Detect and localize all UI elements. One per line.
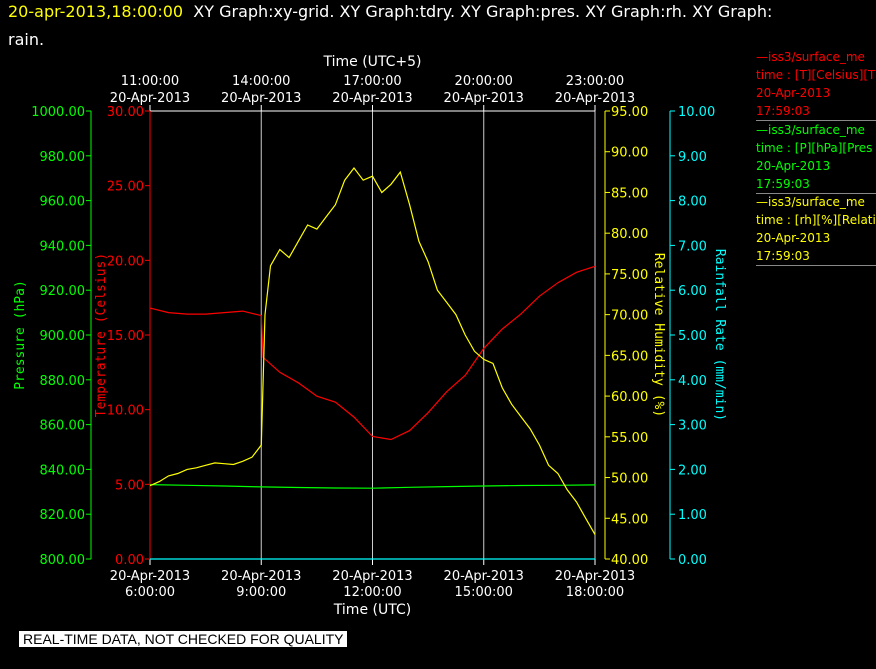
legend-series-date: 20-Apr-2013 — [756, 231, 831, 245]
pressure-tick-label: 920.00 — [40, 284, 86, 299]
x2-tick-label-time: 17:00:00 — [343, 74, 401, 89]
rain-tick-label: 7.00 — [678, 239, 707, 254]
humidity-tick-label: 50.00 — [611, 472, 648, 487]
chart-title-continuation: rain. — [8, 30, 45, 49]
title-date: 20-apr-2013,18:00:00 — [8, 2, 184, 21]
pressure-tick-label: 980.00 — [40, 150, 86, 165]
legend-entry-pressure[interactable]: —iss3/surface_me time : [P][hPa][Pres 20… — [756, 121, 876, 194]
humidity-series-line — [149, 167, 596, 535]
legend-series-var: time : [rh][%][Relati — [756, 213, 876, 227]
humidity-tick-label: 60.00 — [611, 390, 648, 405]
x-tick-label-time: 6:00:00 — [125, 585, 175, 600]
x2-tick-label-date: 20-Apr-2013 — [444, 91, 524, 106]
pressure-tick-label: 1000.00 — [31, 105, 85, 120]
temperature-tick-label: 20.00 — [107, 254, 144, 269]
humidity-tick-label: 65.00 — [611, 349, 648, 364]
legend-series-var: time : [P][hPa][Pres — [756, 141, 873, 155]
x-tick-label-date: 20-Apr-2013 — [221, 569, 301, 584]
legend-series-time: 17:59:03 — [756, 177, 810, 191]
x-tick-label-time: 18:00:00 — [566, 585, 624, 600]
pressure-axis-title: Pressure (hPa) — [13, 280, 28, 390]
legend-entry-temperature[interactable]: —iss3/surface_me time : [T][Celsius][T 2… — [756, 48, 876, 121]
pressure-tick-label: 880.00 — [40, 374, 86, 389]
rain-tick-label: 3.00 — [678, 419, 707, 434]
legend-series-name: —iss3/surface_me — [756, 50, 865, 64]
rain-tick-label: 6.00 — [678, 284, 707, 299]
x-tick-label-time: 9:00:00 — [236, 585, 286, 600]
rain-tick-label: 1.00 — [678, 508, 707, 523]
x2-tick-label-time: 23:00:00 — [566, 74, 624, 89]
rain-tick-label: 8.00 — [678, 195, 707, 210]
pressure-tick-label: 820.00 — [40, 508, 86, 523]
temperature-tick-label: 30.00 — [107, 105, 144, 120]
humidity-tick-label: 70.00 — [611, 309, 648, 324]
legend-series-date: 20-Apr-2013 — [756, 86, 831, 100]
pressure-tick-label: 840.00 — [40, 463, 86, 478]
temperature-tick-label: 10.00 — [107, 404, 144, 419]
x2-tick-label-date: 20-Apr-2013 — [555, 91, 635, 106]
pressure-tick-label: 860.00 — [40, 419, 86, 434]
pressure-series-line — [149, 484, 596, 489]
rain-axis-title: Rainfall Rate (mm/min) — [712, 249, 727, 421]
temperature-series-line — [149, 265, 596, 441]
x-tick-label-time: 15:00:00 — [455, 585, 513, 600]
rain-tick-label: 10.00 — [678, 105, 715, 120]
x2-tick-label-time: 20:00:00 — [455, 74, 513, 89]
pressure-tick-label: 900.00 — [40, 329, 86, 344]
humidity-tick-label: 45.00 — [611, 512, 648, 527]
humidity-tick-label: 40.00 — [611, 553, 648, 568]
x2-tick-label-time: 14:00:00 — [232, 74, 290, 89]
legend-divider — [756, 193, 876, 194]
temperature-tick-label: 5.00 — [115, 478, 144, 493]
pressure-tick-label: 940.00 — [40, 239, 86, 254]
legend-entry-humidity[interactable]: —iss3/surface_me time : [rh][%][Relati 2… — [756, 193, 876, 266]
x-tick-label-date: 20-Apr-2013 — [110, 569, 190, 584]
x2-tick-label-date: 20-Apr-2013 — [221, 91, 301, 106]
title-graph-list: XY Graph:xy-grid. XY Graph:tdry. XY Grap… — [193, 2, 773, 21]
x-tick-label-date: 20-Apr-2013 — [555, 569, 635, 584]
legend-series-name: —iss3/surface_me — [756, 123, 865, 137]
x2-tick-label-time: 11:00:00 — [121, 74, 179, 89]
humidity-axis-title: Relative Humidity (%) — [651, 253, 666, 417]
x-tick-label-date: 20-Apr-2013 — [332, 569, 412, 584]
x-tick-label-time: 12:00:00 — [343, 585, 401, 600]
legend-divider — [756, 265, 876, 266]
legend-series-var: time : [T][Celsius][T — [756, 68, 876, 82]
x-axis-title: Time (UTC) — [333, 602, 411, 618]
humidity-tick-label: 95.00 — [611, 105, 648, 120]
x2-tick-label-date: 20-Apr-2013 — [332, 91, 412, 106]
rain-tick-label: 5.00 — [678, 329, 707, 344]
legend-series-date: 20-Apr-2013 — [756, 159, 831, 173]
humidity-tick-label: 90.00 — [611, 146, 648, 161]
x2-axis-title: Time (UTC+5) — [322, 54, 421, 70]
legend-series-time: 17:59:03 — [756, 249, 810, 263]
pressure-tick-label: 800.00 — [40, 553, 86, 568]
legend-series-time: 17:59:03 — [756, 104, 810, 118]
humidity-tick-label: 55.00 — [611, 431, 648, 446]
pressure-tick-label: 960.00 — [40, 195, 86, 210]
quality-warning-banner: REAL-TIME DATA, NOT CHECKED FOR QUALITY — [19, 631, 348, 647]
temperature-tick-label: 25.00 — [107, 180, 144, 195]
rain-tick-label: 4.00 — [678, 374, 707, 389]
humidity-tick-label: 75.00 — [611, 268, 648, 283]
rain-tick-label: 2.00 — [678, 463, 707, 478]
x2-tick-label-date: 20-Apr-2013 — [110, 91, 190, 106]
temperature-tick-label: 0.00 — [115, 553, 144, 568]
temperature-axis-title: Temperature (Celsius) — [94, 253, 109, 417]
x-tick-label-date: 20-Apr-2013 — [444, 569, 524, 584]
humidity-tick-label: 80.00 — [611, 227, 648, 242]
rain-tick-label: 9.00 — [678, 150, 707, 165]
rain-tick-label: 0.00 — [678, 553, 707, 568]
humidity-tick-label: 85.00 — [611, 186, 648, 201]
chart-title: 20-apr-2013,18:00:00 XY Graph:xy-grid. X… — [8, 2, 772, 21]
temperature-tick-label: 15.00 — [107, 329, 144, 344]
legend-divider — [756, 120, 876, 121]
legend-series-name: —iss3/surface_me — [756, 195, 865, 209]
